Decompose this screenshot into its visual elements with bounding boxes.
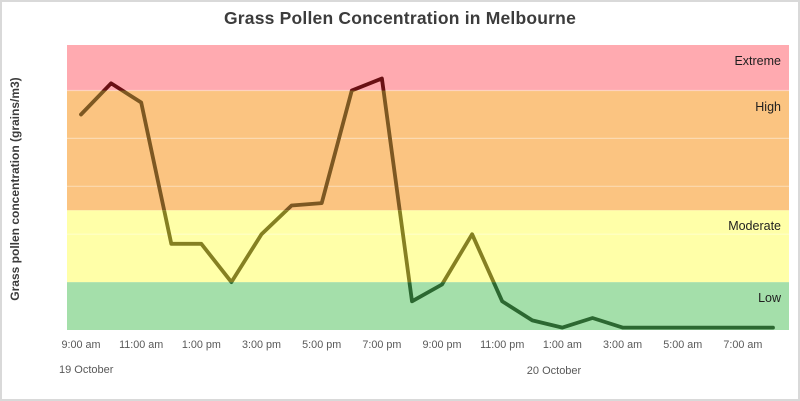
x-tick-label: 1:00 am [542,339,582,351]
x-tick-label: 9:00 pm [422,339,462,351]
band-high [67,90,789,211]
x-tick-label: 5:00 pm [302,339,342,351]
pollen-line-segment-moderate [162,210,496,283]
x-tick-label: 3:00 am [603,339,643,351]
x-tick-label: 1:00 pm [181,339,221,351]
x-tick-label: 7:00 am [723,339,763,351]
x-tick-label: 3:00 pm [242,339,282,351]
x-tick-label: 7:00 pm [362,339,402,351]
band-extreme [67,45,789,91]
date-label-20-october: 20 October [526,365,582,377]
x-tick-label: 11:00 pm [480,339,525,351]
band-low [67,282,789,330]
band-label-extreme: Extreme [734,54,781,68]
band-label-high: High [755,99,781,114]
band-label-moderate: Moderate [728,219,781,234]
band-moderate [67,210,789,283]
x-tick-label: 5:00 am [663,339,703,351]
x-tick-label: 11:00 am [119,339,164,351]
band-label-low: Low [758,291,781,306]
chart-title: Grass Pollen Concentration in Melbourne [223,8,576,28]
pollen-line-segment-low [228,282,775,330]
x-tick-label: 9:00 am [61,339,101,351]
date-label-19-october: 19 October [59,364,114,376]
